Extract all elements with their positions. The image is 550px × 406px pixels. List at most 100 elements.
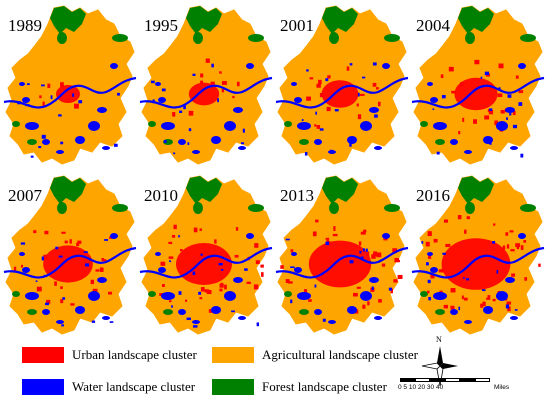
water-patch (520, 153, 524, 158)
lake (450, 309, 458, 315)
water-patch (60, 141, 64, 145)
water-patch (388, 287, 393, 291)
urban-patch (333, 226, 336, 231)
forest-patch (193, 32, 203, 44)
legend-urban: Urban landscape cluster (22, 346, 197, 364)
water-patch (242, 128, 245, 133)
urban-patch (173, 224, 177, 230)
lake (483, 136, 493, 144)
urban-patch (346, 66, 350, 71)
urban-patch (280, 265, 284, 269)
legend-label-agricultural: Agricultural landscape cluster (262, 347, 418, 362)
lake (369, 107, 379, 113)
urban-patch (520, 245, 524, 250)
water-patch (441, 95, 446, 99)
water-patch (41, 256, 45, 261)
urban-patch (261, 272, 264, 277)
urban-patch (246, 281, 251, 284)
water-patch (220, 269, 224, 271)
water-patch (211, 63, 214, 68)
lake (291, 82, 297, 86)
forest-patch (27, 139, 37, 145)
urban-patch (234, 254, 239, 258)
lake (430, 267, 438, 273)
urban-patch (332, 233, 338, 237)
water-patch (432, 108, 435, 111)
water-patch (192, 73, 196, 76)
water-patch (290, 266, 295, 268)
urban-patch (315, 219, 319, 223)
water-patch (349, 63, 353, 66)
year-label: 2004 (416, 16, 450, 35)
urban-patch (360, 231, 366, 235)
urban-patch (457, 215, 462, 220)
urban-patch (199, 297, 203, 300)
urban-patch (487, 295, 491, 300)
legend-water: Water landscape cluster (22, 378, 195, 396)
lake (374, 316, 382, 320)
forest-patch (12, 121, 20, 127)
lake (19, 82, 25, 86)
forest-patch (148, 291, 156, 297)
urban-patch (381, 263, 386, 267)
urban-patch (518, 90, 524, 94)
urban-patch (430, 273, 435, 279)
forest-area (50, 6, 86, 34)
urban-patch (493, 223, 496, 226)
river (275, 76, 409, 109)
water-patch (171, 305, 173, 308)
lake (178, 139, 186, 145)
urban-patch (214, 239, 217, 244)
urban-core (308, 240, 372, 288)
urban-patch (92, 288, 98, 293)
water-patch (25, 104, 30, 107)
lake (518, 63, 526, 69)
urban-patch (500, 109, 505, 114)
legend-label-forest: Forest landscape cluster (262, 379, 387, 394)
water-patch (294, 267, 298, 271)
water-patch (91, 320, 96, 323)
lake (233, 277, 243, 283)
river (275, 246, 409, 279)
forest-patch (384, 204, 400, 212)
lake (110, 233, 118, 239)
forest-patch (57, 202, 67, 214)
urban-patch (64, 240, 68, 244)
urban-patch (108, 291, 113, 295)
forest-patch (329, 32, 339, 44)
lake (110, 63, 118, 69)
forest-patch (465, 32, 475, 44)
water-patch (161, 88, 166, 92)
lake (161, 122, 175, 130)
lake (328, 320, 336, 324)
lake (246, 63, 254, 69)
urban-patch (77, 240, 82, 244)
urban-patch (438, 269, 443, 273)
urban-patch (61, 231, 66, 234)
lake (360, 291, 372, 301)
urban-patch (314, 124, 317, 127)
urban-patch (70, 303, 75, 306)
water-patch (374, 114, 378, 118)
urban-core (176, 243, 232, 285)
year-label: 1989 (8, 16, 42, 35)
water-patch (290, 299, 293, 304)
urban-patch (60, 299, 64, 304)
urban-patch (440, 74, 444, 78)
urban-patch (95, 269, 100, 272)
water-patch (117, 92, 120, 96)
water-patch (492, 241, 496, 244)
urban-patch (538, 263, 541, 267)
river (411, 246, 545, 279)
urban-patch (461, 295, 464, 300)
urban-patch (450, 305, 455, 310)
urban-patch (505, 232, 509, 236)
forest-patch (329, 202, 339, 214)
lake (382, 63, 390, 69)
urban-patch (445, 243, 451, 248)
water-patch (359, 250, 362, 254)
map-2016 (411, 175, 545, 335)
urban-patch (101, 259, 107, 262)
forest-patch (112, 34, 128, 42)
map-2007 (3, 175, 137, 335)
